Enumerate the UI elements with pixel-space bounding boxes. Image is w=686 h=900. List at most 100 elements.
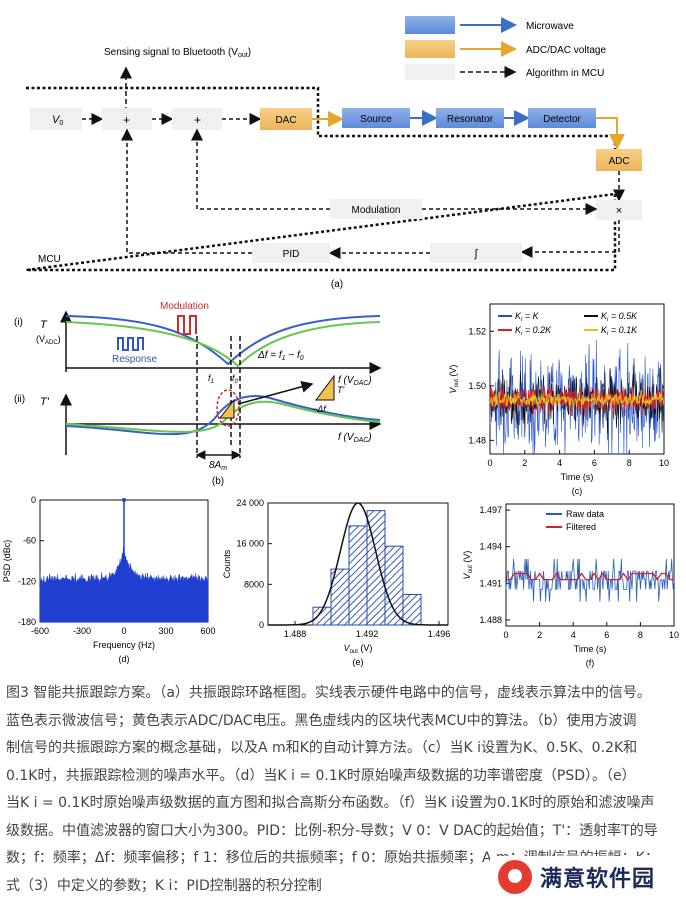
source-label: Source: [360, 114, 392, 125]
panel-label: (f): [586, 658, 595, 668]
x-tick-label: -600: [31, 626, 49, 636]
integrator-block: [430, 243, 522, 263]
b-f0-label: f0: [232, 373, 239, 385]
multiplier-label: ×: [616, 205, 622, 217]
y-tick-label: 1.497: [479, 505, 502, 515]
legend-label: Ki = 0.1K: [601, 325, 638, 337]
filtered-data-line: [506, 572, 674, 581]
legend-label: Ki = K: [515, 311, 540, 323]
b-delta-f-label: Δf = f1 − f0: [257, 350, 304, 362]
b-T-unit: (VADC): [36, 334, 61, 346]
caption-line: 当K i = 0.1K时原始噪声级数据的直方图和拟合高斯分布函数。（f）当K i…: [6, 795, 655, 811]
y-tick-label: 1.494: [479, 542, 502, 552]
adder-block-1: [102, 108, 152, 130]
legend-c: Ki = K Ki = 0.5K Ki = 0.2K Ki = 0.1K: [498, 311, 638, 337]
b-response-label: Response: [112, 354, 157, 365]
panel-label: (c): [572, 486, 583, 496]
adder-2-label: +: [194, 113, 201, 127]
caption-line: 级数据。中值滤波器的窗口大小为300。PID：比例-积分-导数；V 0：V DA…: [6, 822, 658, 839]
x-tick-label: 6: [604, 630, 609, 640]
chart-e: 1.488 1.492 1.496 0 8000 16 000 24 000 Vout (V)…: [222, 498, 450, 667]
b-triangle-T: T': [337, 385, 344, 395]
mcu-boundary: [25, 86, 617, 272]
panel-b-ii-label: (ii): [14, 394, 25, 405]
sensing-signal-label: Sensing signal to Bluetooth (Vout): [104, 47, 251, 59]
modulation-label: Modulation: [352, 205, 401, 216]
source-block: [342, 108, 410, 128]
detector-block: [528, 108, 596, 128]
y-axis-label: Counts: [222, 549, 232, 578]
y-tick-label: 0: [259, 620, 264, 630]
b-zoom-ellipse: [216, 389, 240, 427]
x-tick-label: 2: [522, 458, 527, 468]
caption-line: 0.1K时，共振跟踪检测的噪声水平。（d）当K i = 0.1K时原始噪声级数据…: [6, 767, 636, 784]
x-tick-label: 4: [557, 458, 562, 468]
b-triangle-df: −Δf: [312, 404, 327, 414]
b-T-label: T: [40, 319, 48, 331]
adder-1-label: +: [123, 113, 130, 127]
b-large-triangle: [315, 374, 335, 401]
x-tick-label: 1.492: [356, 629, 379, 639]
y-tick-label: 16 000: [236, 539, 264, 549]
plot-frame: [489, 303, 665, 455]
x-tick-label: 600: [200, 626, 215, 636]
b-Tprime-label: T': [40, 396, 50, 408]
figure-caption: 图3 智能共振跟踪方案。（a）共振跟踪环路框图。实线表示硬件电路中的信号，虚线表…: [6, 680, 678, 900]
x-tick-label: 1.496: [428, 629, 451, 639]
x-tick-label: -300: [73, 626, 91, 636]
legend-microwave-swatch: [405, 16, 455, 34]
modulation-block: [330, 199, 422, 219]
legend-label: Filtered: [566, 522, 596, 532]
legend-algorithm-swatch: [405, 64, 455, 80]
raw-data-line: [505, 558, 675, 602]
watermark-text: 满意软件园: [540, 867, 656, 892]
y-tick-label: 0: [31, 495, 36, 505]
y-axis-label: Vout (V): [462, 551, 474, 580]
x-axis-label: Vout (V): [344, 643, 373, 655]
x-tick-label: 8: [638, 630, 643, 640]
resonator-label: Resonator: [447, 114, 494, 125]
x-tick-label: 6: [592, 458, 597, 468]
panel-label: (e): [353, 657, 364, 667]
multiplier-block: [596, 200, 642, 220]
adc-label: ADC: [608, 156, 629, 167]
y-tick-label: -180: [18, 617, 36, 627]
b-derivative-green: [65, 400, 381, 433]
y-tick-label: 1.48: [468, 435, 486, 445]
integrator-label: ∫: [473, 248, 478, 260]
b-response-green: [65, 321, 381, 368]
x-tick-label: 1.488: [284, 629, 307, 639]
histogram-bar-3: [348, 525, 368, 626]
y-tick-label: -60: [23, 536, 36, 546]
legend-f: Raw data Filtered: [546, 509, 604, 532]
caption-line: 蓝色表示微波信号；黄色表示ADC/DAC电压。黑色虚线内的区块代表MCU中的算法…: [6, 712, 637, 729]
y-tick-label: 1.50: [468, 381, 486, 391]
series-line-3: [489, 383, 665, 417]
b-response-blue: [65, 315, 381, 366]
dac-label: DAC: [275, 115, 296, 126]
y-tick-label: -120: [18, 576, 36, 586]
b-f-axis-ii: f (VDAC): [338, 432, 372, 444]
x-tick-label: 300: [158, 626, 173, 636]
logo-icon: [498, 860, 532, 894]
gaussian-fit-curve: [268, 502, 448, 626]
x-axis-label: Frequency (Hz): [93, 640, 155, 650]
adc-block: [596, 149, 642, 171]
histogram-bar-6: [402, 594, 422, 626]
x-tick-label: 10: [669, 630, 679, 640]
x-axis-label: Time (s): [561, 472, 594, 482]
v0-label: V0: [52, 114, 63, 127]
caption-line: 式（3）中定义的参数；K i：PID控制器的积分控制: [6, 877, 322, 894]
y-axis-label: Vout (V): [448, 365, 460, 394]
y-tick-label: 1.52: [468, 326, 486, 336]
x-tick-label: 2: [537, 630, 542, 640]
adder-block-2: [172, 108, 222, 130]
plot-frame: [505, 503, 675, 627]
b-width-label: 8Am: [209, 460, 227, 472]
b-f1-label: f1: [208, 373, 214, 385]
legend-label: Ki = 0.5K: [601, 311, 638, 323]
y-tick-label: 1.491: [479, 578, 502, 588]
legend-a: Microwave ADC/DAC voltage Algorithm in M…: [405, 16, 606, 80]
caption-line: 制信号的共振跟踪方案的概念基础，以及A m和K的自动计算方法。（c）当K i设置…: [6, 740, 638, 756]
y-axis-label: PSD (dBc): [2, 540, 12, 583]
